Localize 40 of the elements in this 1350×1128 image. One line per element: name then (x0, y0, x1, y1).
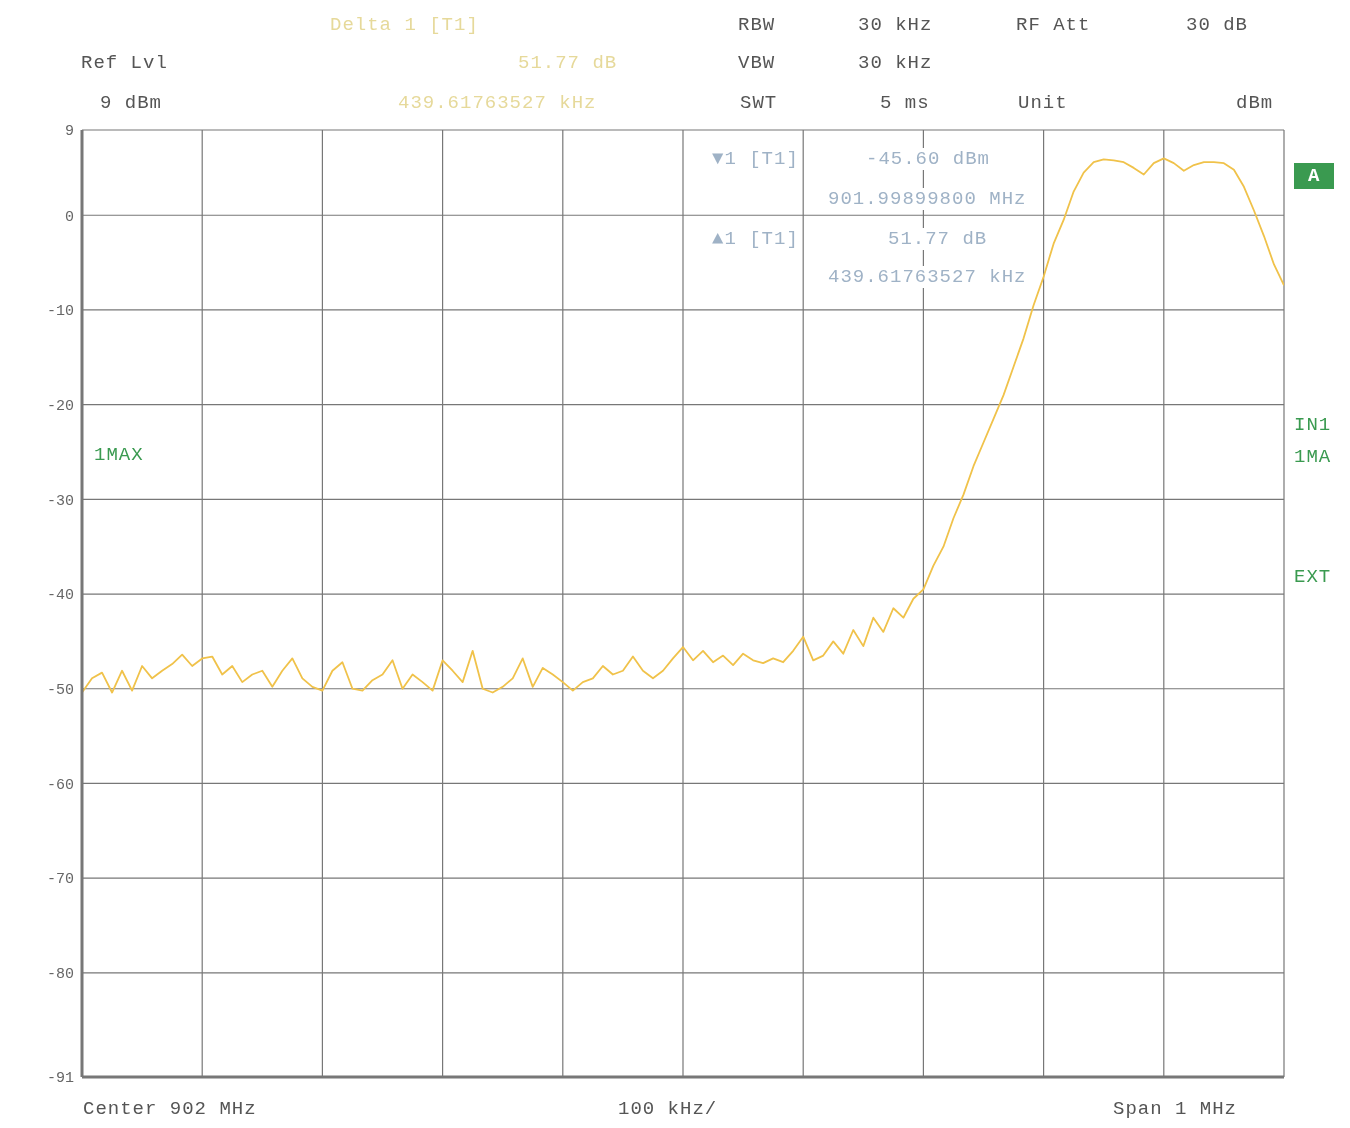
text: dBm (1236, 92, 1274, 114)
y-tick-label: -40 (46, 587, 74, 605)
annotation: ▲1 [T1] (712, 228, 799, 250)
text: 439.61763527 kHz (398, 92, 597, 114)
text: EXT (1294, 566, 1332, 588)
y-tick-label: -10 (46, 303, 74, 321)
annotation: 51.77 dB (888, 228, 988, 250)
text: Center 902 MHz (83, 1098, 257, 1120)
y-tick-label: -30 (46, 492, 74, 510)
y-tick-label: -60 (46, 776, 74, 794)
text: SWT (740, 92, 778, 114)
text: 30 dB (1186, 14, 1249, 36)
annotation: ▼1 [T1] (712, 148, 799, 170)
text: Delta 1 [T1] (330, 14, 479, 36)
text: VBW (738, 52, 776, 74)
text: 51.77 dB (518, 52, 618, 74)
annotation: 439.61763527 kHz (828, 266, 1027, 288)
y-tick-label: -20 (46, 397, 74, 415)
text: 30 kHz (858, 14, 933, 36)
text: RF Att (1016, 14, 1091, 36)
annotation: 901.99899800 MHz (828, 188, 1027, 210)
y-tick-label: -91 (46, 1070, 74, 1088)
y-tick-label: -70 (46, 871, 74, 889)
text: 5 ms (880, 92, 930, 114)
text: 100 kHz/ (618, 1098, 718, 1120)
annotation: 1MAX (94, 444, 144, 466)
text: Ref Lvl (81, 52, 168, 74)
text: 9 dBm (100, 92, 163, 114)
y-tick-label: -50 (46, 682, 74, 700)
annotation: -45.60 dBm (866, 148, 991, 170)
y-tick-label: 0 (64, 208, 74, 226)
y-tick-label: 9 (64, 123, 74, 141)
text: 1MA (1294, 446, 1332, 468)
text: RBW (738, 14, 776, 36)
text: A (1294, 163, 1335, 189)
y-tick-label: -80 (46, 966, 74, 984)
text: Unit (1018, 92, 1068, 114)
text: 30 kHz (858, 52, 933, 74)
text: IN1 (1294, 414, 1332, 436)
text: Span 1 MHz (1113, 1098, 1238, 1120)
